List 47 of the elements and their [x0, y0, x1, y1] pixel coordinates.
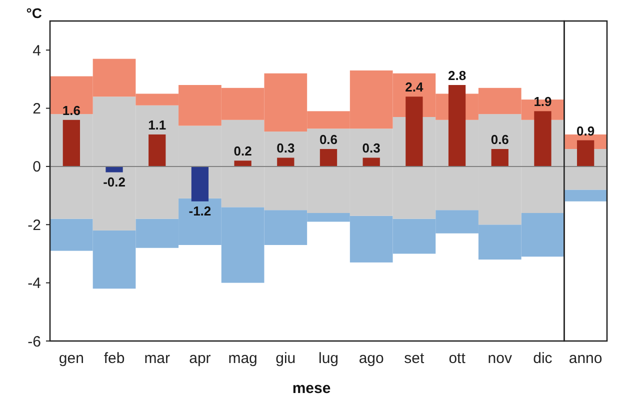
bar — [106, 166, 123, 172]
data-label: 1.1 — [148, 117, 166, 132]
y-tick-label: 0 — [32, 158, 41, 176]
data-label: -1.2 — [188, 203, 212, 218]
data-label: 0.6 — [490, 132, 509, 147]
bar — [448, 85, 466, 166]
data-label: 0.6 — [319, 132, 338, 147]
bar — [406, 96, 423, 166]
data-label: 2.8 — [448, 68, 466, 83]
x-axis-title: mese — [292, 380, 331, 397]
data-label: 2.4 — [405, 80, 424, 95]
data-label: 1.6 — [62, 102, 80, 118]
y-tick-label: -6 — [28, 333, 41, 350]
y-tick-label: -4 — [28, 275, 41, 292]
bar — [362, 158, 380, 166]
x-tick-label: dic — [533, 350, 553, 367]
bar — [148, 134, 166, 166]
x-tick-label: ott — [448, 350, 466, 367]
x-tick-label: gen — [58, 350, 84, 367]
y-tick-label: 2 — [32, 100, 41, 118]
x-tick-label: lug — [318, 350, 339, 367]
y-tick-label: -2 — [28, 216, 41, 234]
x-tick-label: apr — [189, 350, 211, 367]
data-label: 0.2 — [234, 144, 252, 159]
bar — [577, 140, 594, 166]
y-axis-title: °C — [26, 5, 42, 21]
y-tick-label: 4 — [32, 42, 41, 60]
x-tick-label: set — [404, 350, 426, 367]
bar — [491, 149, 508, 166]
data-label: 0.3 — [276, 140, 295, 156]
x-tick-label: anno — [568, 350, 602, 367]
data-label: 0.3 — [362, 140, 380, 156]
x-tick-label: feb — [104, 350, 125, 367]
bar — [62, 120, 80, 166]
bar — [234, 160, 252, 166]
bar — [277, 158, 294, 166]
bar — [191, 166, 209, 202]
x-tick-label: mag — [228, 350, 258, 367]
bar — [320, 149, 338, 166]
x-tick-label: mar — [144, 350, 170, 367]
x-tick-label: ago — [358, 350, 384, 367]
bar — [534, 111, 552, 166]
data-label: 0.9 — [576, 123, 595, 138]
bar — [564, 190, 607, 202]
x-tick-label: nov — [488, 350, 512, 367]
x-tick-label: giu — [276, 350, 296, 367]
data-label: -0.2 — [103, 174, 126, 190]
